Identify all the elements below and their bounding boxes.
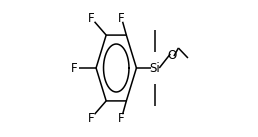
- Text: Si: Si: [150, 62, 160, 75]
- Text: F: F: [118, 12, 125, 25]
- Text: F: F: [71, 62, 78, 75]
- Text: F: F: [88, 112, 95, 125]
- Text: F: F: [118, 112, 125, 125]
- Text: F: F: [88, 12, 95, 25]
- Text: O: O: [167, 48, 177, 62]
